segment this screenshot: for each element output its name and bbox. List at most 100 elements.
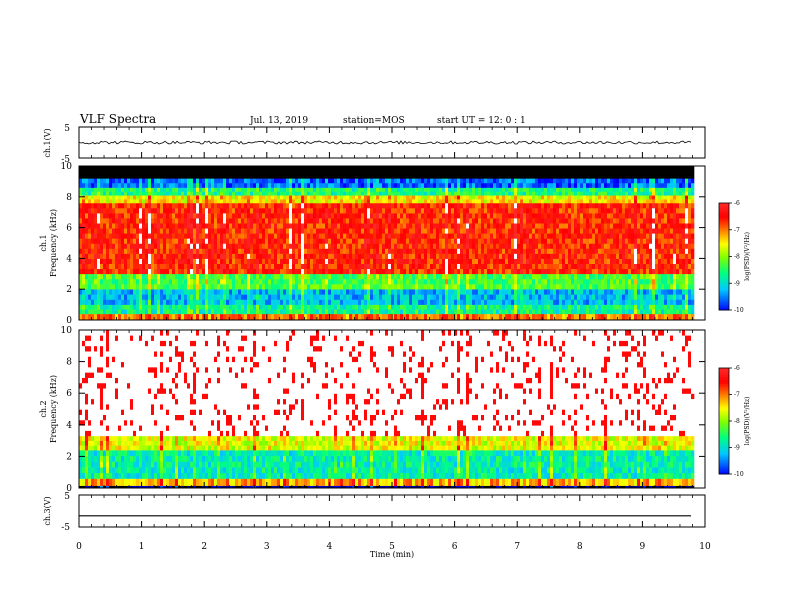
spec1-cell <box>439 228 443 234</box>
spec1-cell <box>403 243 407 249</box>
spec1-cell <box>433 213 437 219</box>
spec1-cell <box>463 243 467 249</box>
spec1-cell <box>250 202 254 209</box>
spec1-cell <box>310 253 314 259</box>
spec1-cell <box>199 233 203 239</box>
spec1-cell <box>226 228 230 234</box>
spec1-cell <box>91 294 95 300</box>
spec1-cell <box>97 243 101 249</box>
spec1-cell <box>124 289 128 295</box>
spec1-cell <box>286 191 290 196</box>
spec1-cell <box>274 199 278 204</box>
spec1-cell <box>136 223 140 229</box>
spec1-cell <box>313 258 317 264</box>
spec1-cell <box>502 223 506 229</box>
spec1-cell <box>526 248 530 254</box>
spec1-cell <box>295 313 299 321</box>
spec1-cell <box>511 191 515 196</box>
spec1-cell <box>496 178 500 184</box>
spec1-cell <box>271 187 275 192</box>
spec1-cell <box>169 263 173 270</box>
spec1-cell <box>109 228 113 234</box>
spec1-cell <box>250 191 254 196</box>
spec1-cell <box>103 304 107 310</box>
spec1-cell <box>139 195 143 200</box>
spec1-cell <box>172 313 176 321</box>
spec1-cell <box>79 243 83 249</box>
spec1-cell <box>238 178 242 184</box>
spec1-cell <box>292 294 296 300</box>
spec1-cell <box>514 233 518 239</box>
spec1-cell <box>436 248 440 254</box>
spec1-cell <box>172 273 176 280</box>
spec1-cell <box>373 243 377 249</box>
spec1-cell <box>493 278 497 285</box>
spec1-cell <box>163 268 167 275</box>
spec1-cell <box>106 166 110 173</box>
spec1-cell <box>100 166 104 173</box>
spec1-cell <box>469 289 473 295</box>
spec1-cell <box>328 223 332 229</box>
spec1-cell <box>253 294 257 300</box>
spec1-cell <box>238 223 242 229</box>
spec1-cell <box>268 309 272 315</box>
spec1-cell <box>490 273 494 280</box>
spec1-cell <box>439 313 443 321</box>
spec1-cell <box>442 253 446 259</box>
spec1-cell <box>397 233 401 239</box>
spec1-cell <box>478 243 482 249</box>
spec1-cell <box>208 182 212 188</box>
spec1-cell <box>520 284 524 290</box>
spec1-cell <box>289 228 293 234</box>
spec1-cell <box>475 233 479 239</box>
spec1-cell <box>163 187 167 192</box>
spec1-cell <box>526 202 530 209</box>
spec1-cell <box>190 248 194 254</box>
spec1-cell <box>508 172 512 179</box>
spec1-cell <box>235 268 239 275</box>
spec1-cell <box>151 258 155 264</box>
spec1-cell <box>535 187 539 192</box>
spec1-cell <box>151 213 155 219</box>
spec1-cell <box>436 304 440 310</box>
spec1-cell <box>196 202 200 209</box>
spec1-cell <box>298 238 302 244</box>
spec1-cell <box>106 284 110 290</box>
spec1-cell <box>136 187 140 192</box>
spec1-cell <box>241 268 245 275</box>
spec1-cell <box>397 243 401 249</box>
spec1-cell <box>418 182 422 188</box>
spec1-cell <box>442 218 446 224</box>
spec1-cell <box>358 268 362 275</box>
spec1-cell <box>304 233 308 239</box>
spec1-cell <box>295 191 299 196</box>
spec1-cell <box>538 208 542 214</box>
spec1-cell <box>139 278 143 285</box>
spec1-cell <box>490 182 494 188</box>
spec1-cell <box>517 178 521 184</box>
spec1-cell <box>214 199 218 204</box>
spec1-cell <box>316 166 320 173</box>
spec1-cell <box>259 238 263 244</box>
spec1-cell <box>82 178 86 184</box>
spec1-cell <box>451 294 455 300</box>
spec1-cell <box>274 289 278 295</box>
spec1-cell <box>484 313 488 321</box>
spec1-cell <box>220 223 224 229</box>
spec1-cell <box>106 233 110 239</box>
spec1-cell <box>499 233 503 239</box>
spec1-cell <box>514 166 518 173</box>
spec1-cell <box>154 304 158 310</box>
spec1-cell <box>316 172 320 179</box>
spec1-cell <box>229 172 233 179</box>
spec1-cell <box>553 273 557 280</box>
spec1-cell <box>259 258 263 264</box>
spec1-cell <box>370 313 374 321</box>
spec1-cell <box>400 304 404 310</box>
spec1-cell <box>259 294 263 300</box>
spec1-cell <box>394 278 398 285</box>
spec1-cell <box>271 313 275 321</box>
spec1-cell <box>226 258 230 264</box>
spec1-cell <box>538 238 542 244</box>
spec1-cell <box>253 166 257 173</box>
